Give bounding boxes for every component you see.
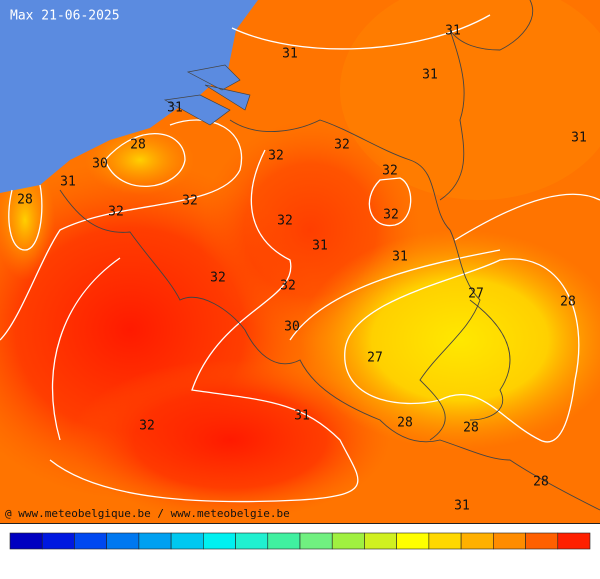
contour-label: 31 bbox=[392, 250, 408, 265]
colorbar-cell bbox=[299, 532, 333, 550]
credit: @ www.meteobelgique.be / www.meteobelgie… bbox=[5, 507, 290, 520]
contour-label: 31 bbox=[445, 24, 461, 39]
contour-label: 30 bbox=[92, 157, 108, 172]
contour-label: 31 bbox=[60, 175, 76, 190]
colorbar-cell bbox=[428, 532, 462, 550]
contour-label: 32 bbox=[277, 214, 293, 229]
colorbar-cell bbox=[170, 532, 204, 550]
contour-label: 28 bbox=[17, 193, 33, 208]
contour-label: 28 bbox=[560, 295, 576, 310]
map-field bbox=[0, 0, 600, 523]
contour-label: 28 bbox=[130, 138, 146, 153]
colorbar-cell bbox=[267, 532, 301, 550]
contour-label: 27 bbox=[468, 287, 484, 302]
contour-label: 32 bbox=[382, 164, 398, 179]
colorbar bbox=[9, 532, 591, 550]
contour-label: 31 bbox=[422, 68, 438, 83]
colorbar-cell bbox=[138, 532, 172, 550]
contour-label: 32 bbox=[210, 271, 226, 286]
colorbar-cell bbox=[493, 532, 526, 550]
contour-label: 31 bbox=[167, 101, 183, 116]
contour-label: 28 bbox=[533, 475, 549, 490]
colorbar-cell bbox=[557, 532, 591, 550]
contour-label: 31 bbox=[282, 47, 298, 62]
contour-label: 31 bbox=[312, 239, 328, 254]
colorbar-cell bbox=[106, 532, 140, 550]
colorbar-cell bbox=[41, 532, 75, 550]
contour-label: 32 bbox=[383, 208, 399, 223]
contour-label: 32 bbox=[334, 138, 350, 153]
contour-label: 27 bbox=[367, 351, 383, 366]
contour-label: 30 bbox=[284, 320, 300, 335]
contour-label: 28 bbox=[463, 421, 479, 436]
contour-label: 31 bbox=[571, 131, 587, 146]
colorbar-cell bbox=[460, 532, 494, 550]
colorbar-cell bbox=[9, 532, 43, 550]
contour-label: 31 bbox=[294, 409, 310, 424]
contour-labels: 31 31 31 31 31 28 32 32 30 32 31 28 32 32 32 32 31 31 32 32… bbox=[17, 24, 587, 514]
contour-label: 32 bbox=[268, 149, 284, 164]
contour-label: 28 bbox=[397, 416, 413, 431]
colorbar-cell bbox=[235, 532, 269, 550]
colorbar-cell bbox=[396, 532, 430, 550]
contour-label: 32 bbox=[280, 279, 296, 294]
contour-label: 32 bbox=[108, 205, 124, 220]
contour-label: 31 bbox=[454, 499, 470, 514]
colorbar-cell bbox=[331, 532, 365, 550]
colorbar-cell bbox=[364, 532, 397, 550]
contour-label: 32 bbox=[139, 419, 155, 434]
colorbar-cell bbox=[203, 532, 236, 550]
contour-label: 32 bbox=[182, 194, 198, 209]
colorbar-cell bbox=[525, 532, 559, 550]
map-title: Max 21-06-2025 bbox=[10, 9, 120, 24]
colorbar-cell bbox=[74, 532, 107, 550]
